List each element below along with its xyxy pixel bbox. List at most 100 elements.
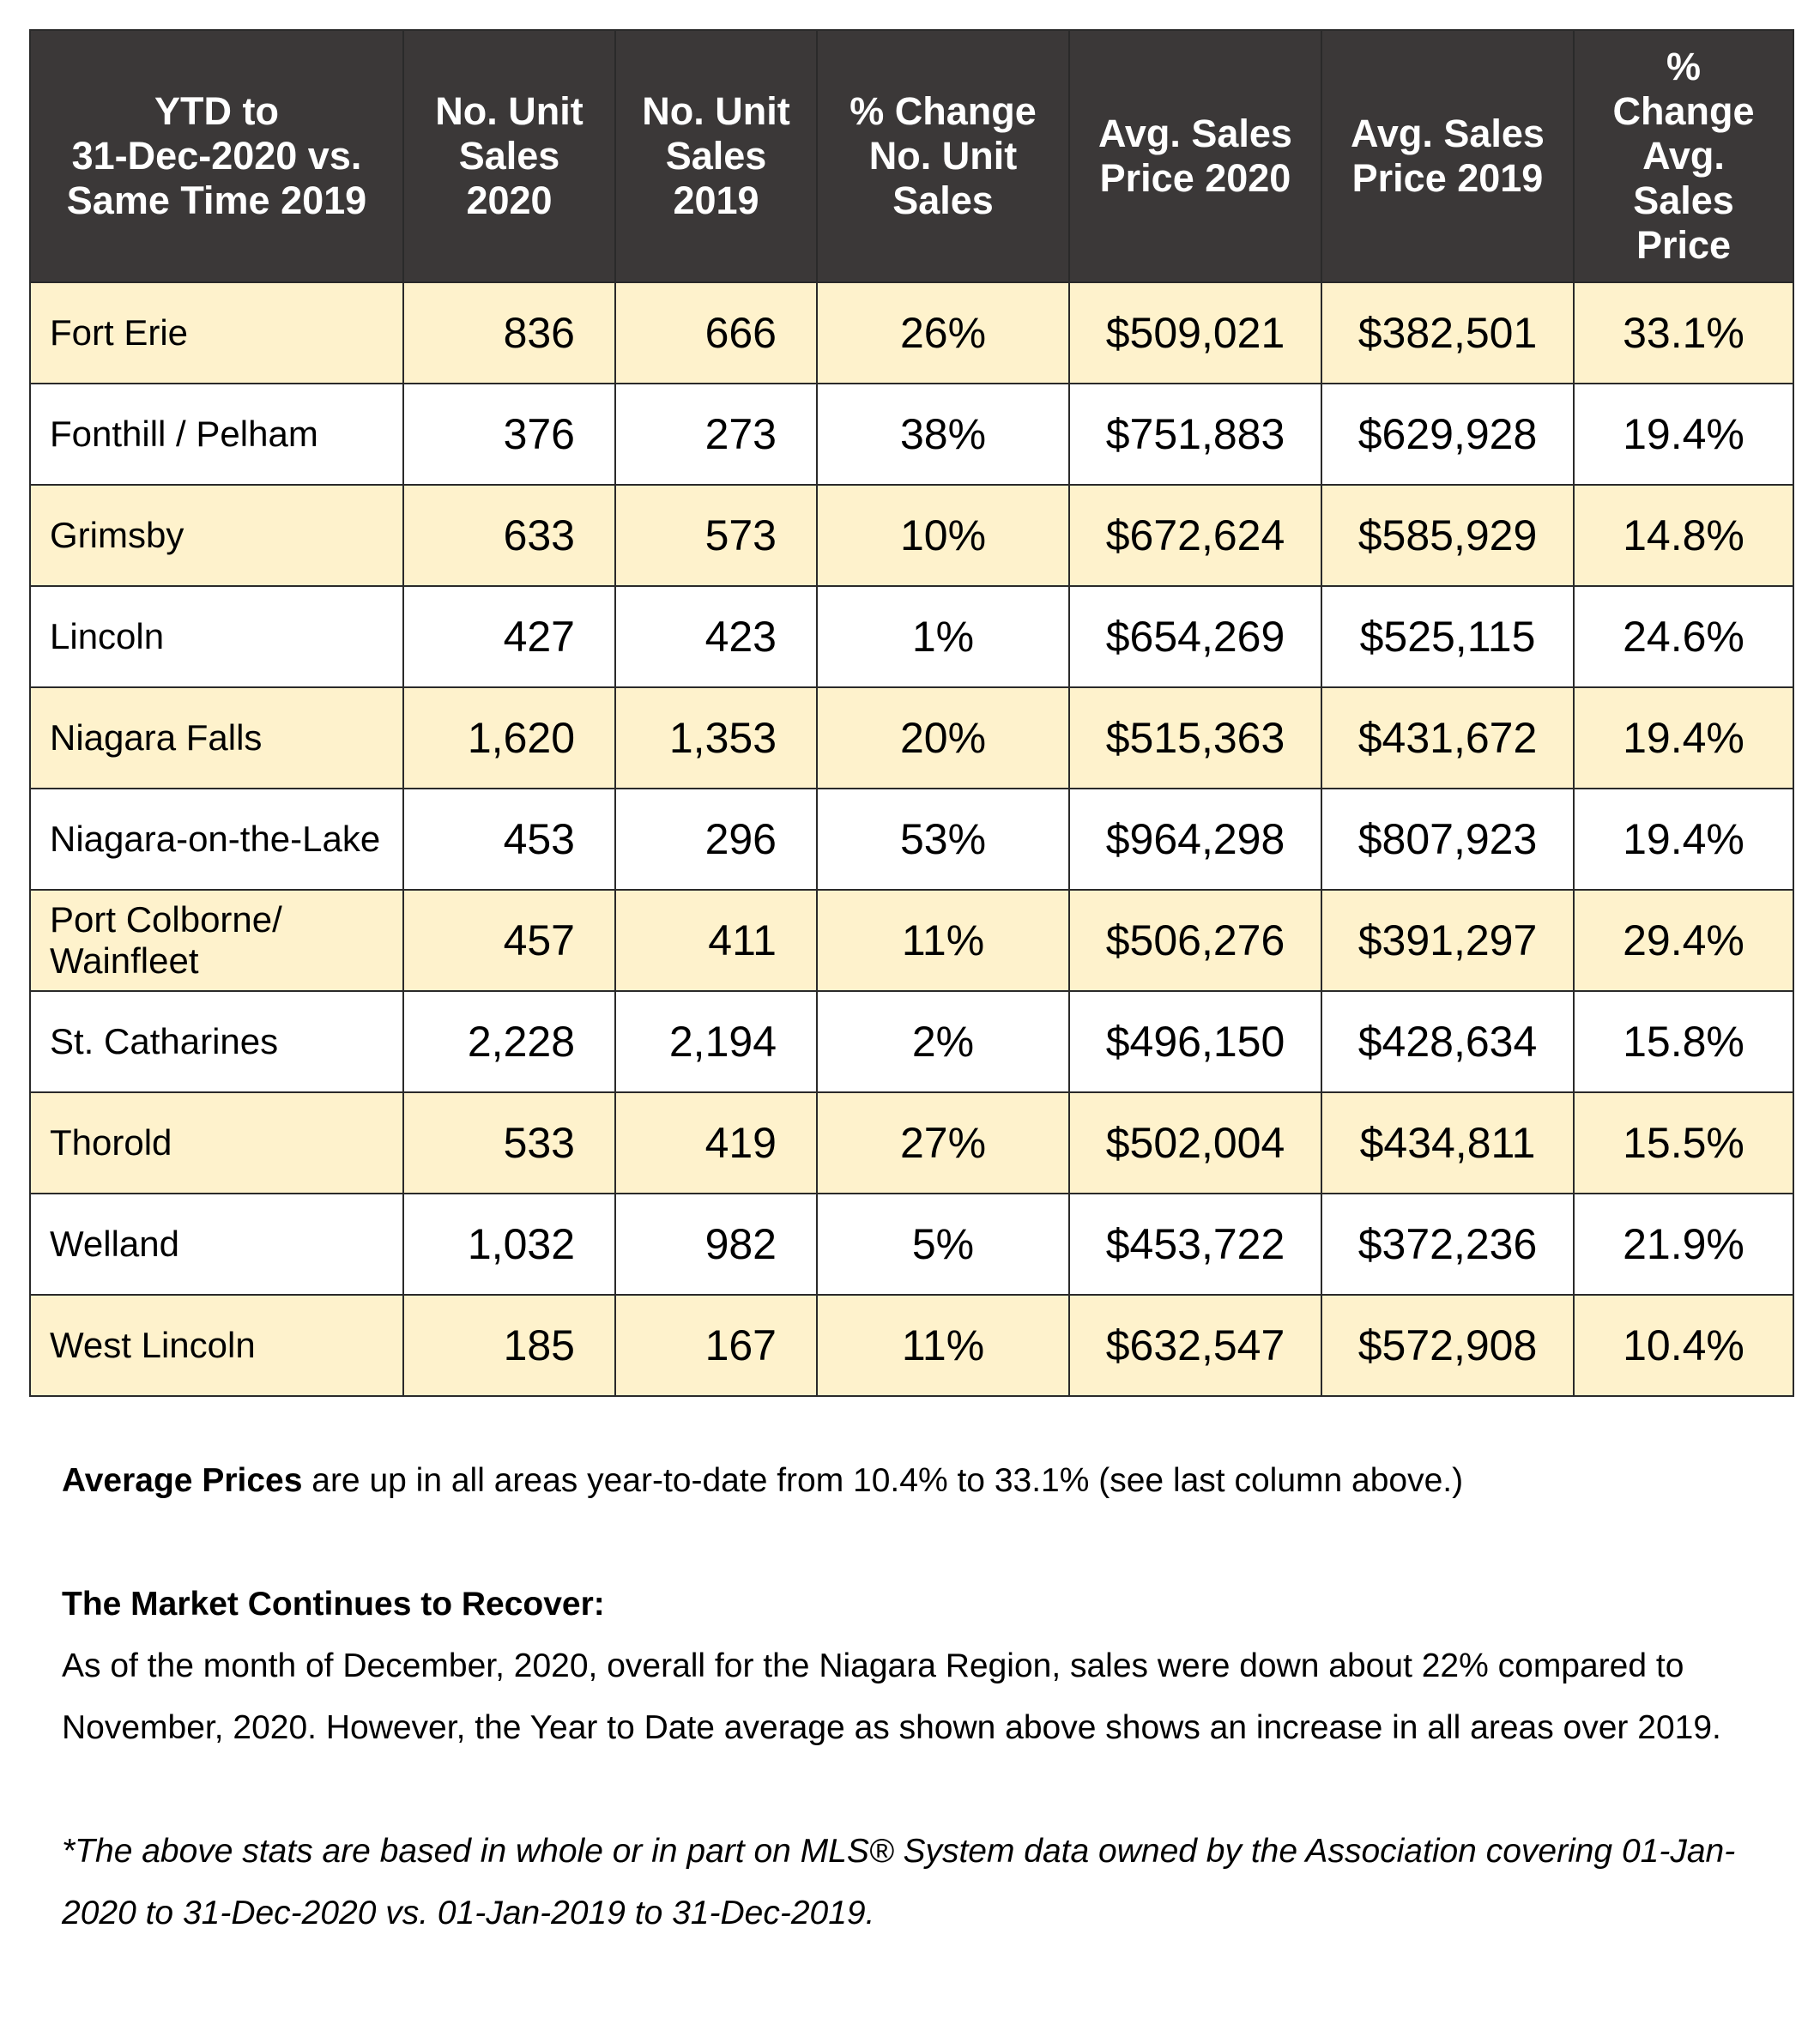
avg-price-2019: $431,672 [1321, 686, 1575, 789]
avg-price-2019: $372,236 [1321, 1193, 1575, 1296]
units-2020: 1,032 [402, 1193, 616, 1296]
pct-change-avg-price: 24.6% [1573, 585, 1794, 688]
header-area: YTD to 31-Dec-2020 vs. Same Time 2019 [29, 29, 404, 283]
disclaimer: *The above stats are based in whole or i… [62, 1833, 1736, 1931]
units-2019: 1,353 [614, 686, 818, 789]
units-2020: 453 [402, 788, 616, 891]
pct-change-avg-price: 19.4% [1573, 383, 1794, 486]
avg-price-2020: $502,004 [1068, 1091, 1322, 1194]
pct-change-units: 27% [816, 1091, 1070, 1194]
avg-price-2019: $428,634 [1321, 990, 1575, 1093]
table-row: Fort Erie 836 666 26% $509,021 $382,501 … [29, 281, 1794, 384]
area-name: Niagara Falls [29, 686, 404, 789]
avg-price-2020: $509,021 [1068, 281, 1322, 384]
avg-price-2019: $382,501 [1321, 281, 1575, 384]
avg-price-2020: $515,363 [1068, 686, 1322, 789]
header-pct-change-avg-price: % Change Avg. Sales Price [1573, 29, 1794, 283]
pct-change-avg-price: 15.5% [1573, 1091, 1794, 1194]
pct-change-units: 1% [816, 585, 1070, 688]
units-2020: 457 [402, 889, 616, 992]
avg-price-2020: $964,298 [1068, 788, 1322, 891]
avg-price-2020: $506,276 [1068, 889, 1322, 992]
pct-change-avg-price: 33.1% [1573, 281, 1794, 384]
area-name: Niagara-on-the-Lake [29, 788, 404, 891]
average-prices-text: are up in all areas year-to-date from 10… [302, 1462, 1464, 1499]
units-2020: 1,620 [402, 686, 616, 789]
avg-price-2019: $525,115 [1321, 585, 1575, 688]
units-2020: 533 [402, 1091, 616, 1194]
pct-change-units: 11% [816, 1294, 1070, 1397]
units-2019: 982 [614, 1193, 818, 1296]
pct-change-units: 10% [816, 484, 1070, 587]
spacer [62, 1512, 1769, 1574]
table-header-row: YTD to 31-Dec-2020 vs. Same Time 2019 No… [29, 29, 1794, 283]
pct-change-units: 11% [816, 889, 1070, 992]
avg-price-2019: $572,908 [1321, 1294, 1575, 1397]
area-name: West Lincoln [29, 1294, 404, 1397]
avg-price-2020: $453,722 [1068, 1193, 1322, 1296]
area-name: Thorold [29, 1091, 404, 1194]
units-2019: 296 [614, 788, 818, 891]
units-2019: 167 [614, 1294, 818, 1397]
pct-change-avg-price: 19.4% [1573, 788, 1794, 891]
table-row: Thorold 533 419 27% $502,004 $434,811 15… [29, 1091, 1794, 1194]
header-units-2020: No. Unit Sales 2020 [402, 29, 616, 283]
units-2019: 411 [614, 889, 818, 992]
table-row: Grimsby 633 573 10% $672,624 $585,929 14… [29, 484, 1794, 587]
area-name: Grimsby [29, 484, 404, 587]
header-units-2019: No. Unit Sales 2019 [614, 29, 818, 283]
header-avg-price-2019: Avg. Sales Price 2019 [1321, 29, 1575, 283]
area-name: Port Colborne/ Wainfleet [29, 889, 404, 992]
units-2019: 2,194 [614, 990, 818, 1093]
pct-change-avg-price: 21.9% [1573, 1193, 1794, 1296]
header-avg-price-2020: Avg. Sales Price 2020 [1068, 29, 1322, 283]
pct-change-units: 5% [816, 1193, 1070, 1296]
avg-price-2019: $585,929 [1321, 484, 1575, 587]
table-row: West Lincoln 185 167 11% $632,547 $572,9… [29, 1294, 1794, 1397]
avg-price-2020: $654,269 [1068, 585, 1322, 688]
pct-change-units: 53% [816, 788, 1070, 891]
pct-change-avg-price: 15.8% [1573, 990, 1794, 1093]
average-prices-note: Average Prices are up in all areas year-… [62, 1450, 1769, 1512]
pct-change-avg-price: 19.4% [1573, 686, 1794, 789]
pct-change-avg-price: 14.8% [1573, 484, 1794, 587]
market-text: As of the month of December, 2020, overa… [62, 1647, 1721, 1746]
area-name: Fort Erie [29, 281, 404, 384]
avg-price-2020: $672,624 [1068, 484, 1322, 587]
units-2019: 273 [614, 383, 818, 486]
table-row: Niagara-on-the-Lake 453 296 53% $964,298… [29, 788, 1794, 891]
avg-price-2019: $391,297 [1321, 889, 1575, 992]
pct-change-avg-price: 29.4% [1573, 889, 1794, 992]
units-2020: 633 [402, 484, 616, 587]
table-row: St. Catharines 2,228 2,194 2% $496,150 $… [29, 990, 1794, 1093]
market-heading: The Market Continues to Recover: [62, 1574, 1769, 1635]
pct-change-avg-price: 10.4% [1573, 1294, 1794, 1397]
units-2020: 427 [402, 585, 616, 688]
avg-price-2019: $434,811 [1321, 1091, 1575, 1194]
units-2020: 185 [402, 1294, 616, 1397]
table-row: Port Colborne/ Wainfleet 457 411 11% $50… [29, 889, 1794, 992]
header-pct-change-units: % Change No. Unit Sales [816, 29, 1070, 283]
units-2020: 2,228 [402, 990, 616, 1093]
table-row: Welland 1,032 982 5% $453,722 $372,236 2… [29, 1193, 1794, 1296]
units-2020: 836 [402, 281, 616, 384]
notes-section: Average Prices are up in all areas year-… [62, 1450, 1769, 1944]
avg-price-2020: $751,883 [1068, 383, 1322, 486]
pct-change-units: 26% [816, 281, 1070, 384]
area-name: St. Catharines [29, 990, 404, 1093]
area-name: Welland [29, 1193, 404, 1296]
ytd-sales-table: YTD to 31-Dec-2020 vs. Same Time 2019 No… [29, 29, 1794, 1397]
area-name: Fonthill / Pelham [29, 383, 404, 486]
units-2019: 573 [614, 484, 818, 587]
pct-change-units: 38% [816, 383, 1070, 486]
units-2020: 376 [402, 383, 616, 486]
units-2019: 666 [614, 281, 818, 384]
table-row: Fonthill / Pelham 376 273 38% $751,883 $… [29, 383, 1794, 486]
avg-price-2019: $807,923 [1321, 788, 1575, 891]
table-row: Niagara Falls 1,620 1,353 20% $515,363 $… [29, 686, 1794, 789]
units-2019: 419 [614, 1091, 818, 1194]
units-2019: 423 [614, 585, 818, 688]
avg-price-2019: $629,928 [1321, 383, 1575, 486]
table-row: Lincoln 427 423 1% $654,269 $525,115 24.… [29, 585, 1794, 688]
average-prices-label: Average Prices [62, 1462, 303, 1499]
